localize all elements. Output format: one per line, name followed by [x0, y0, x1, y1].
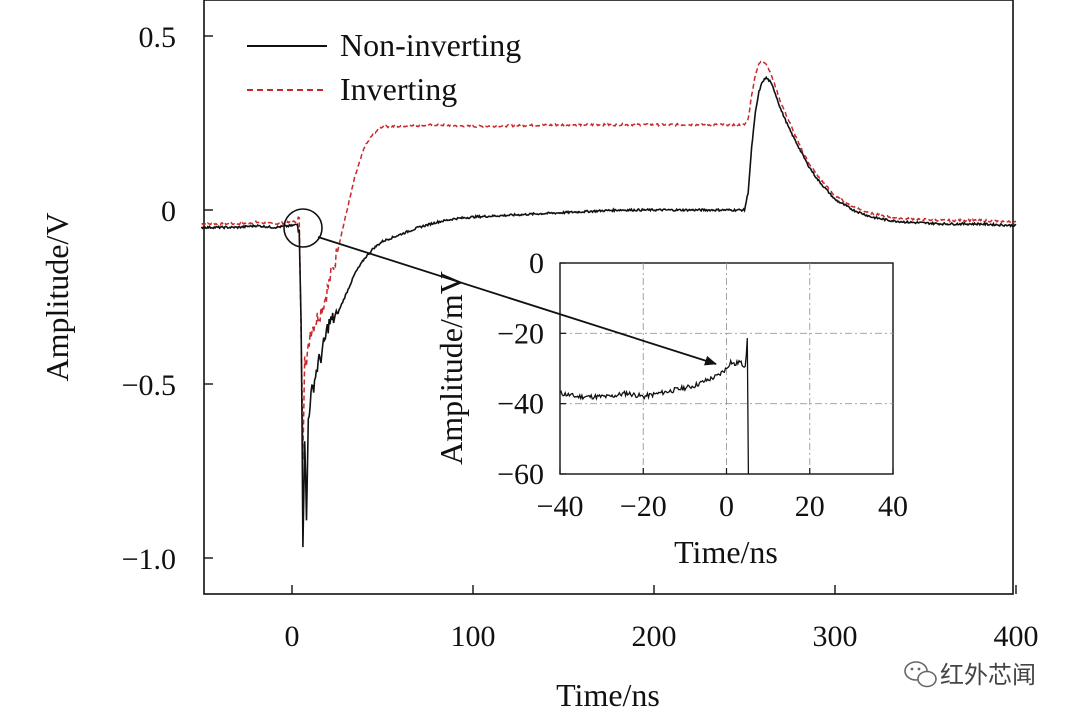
- zoom-arrow: [317, 236, 717, 366]
- legend: Non-inverting Inverting: [247, 27, 521, 107]
- main-y-tick-label: 0: [161, 195, 176, 228]
- inset-y-tick-label: −60: [497, 458, 544, 491]
- legend-label-inverting: Inverting: [340, 71, 457, 107]
- inset-series-line-non-inverting: [559, 338, 750, 475]
- watermark: 红外芯闻: [904, 661, 1036, 689]
- main-y-tick-label: 0.5: [139, 21, 177, 54]
- main-x-tick-label: 100: [451, 620, 496, 653]
- inset-y-tick-label: −40: [497, 388, 544, 421]
- inset-x-axis-label: Time/ns: [674, 534, 778, 570]
- inset-x-tick-label: 40: [878, 490, 908, 523]
- inset-y-tick-label: 0: [529, 247, 544, 280]
- inset-x-tick-label: −40: [537, 490, 584, 523]
- main-x-tick-label: 300: [813, 620, 858, 653]
- legend-label-non-inverting: Non-inverting: [340, 27, 521, 63]
- main-x-tick-label: 200: [632, 620, 677, 653]
- inset-x-tick-label: 0: [719, 490, 734, 523]
- series-line-non-inverting: [200, 75, 1017, 548]
- zoom-region-circle: [283, 208, 323, 248]
- inset-y-axis-label: Amplitude/mV: [433, 271, 469, 465]
- inset-x-tick-label: 20: [795, 490, 825, 523]
- main-plot-series: [200, 59, 1017, 548]
- main-y-tick-label: −1.0: [122, 543, 176, 576]
- main-y-tick-label: −0.5: [122, 369, 176, 402]
- main-x-tick-label: 400: [994, 620, 1039, 653]
- main-x-tick-label: 0: [285, 620, 300, 653]
- inset-y-tick-label: −20: [497, 317, 544, 350]
- inset-axis-ticks: −40 −20 0 20 400−20−40−60: [497, 247, 908, 523]
- series-line-inverting: [201, 59, 1017, 460]
- wechat-icon: [904, 661, 937, 688]
- main-y-axis-label: Amplitude/V: [39, 213, 75, 382]
- inset-plot-series: [559, 338, 750, 475]
- main-x-axis-label: Time/ns: [556, 677, 660, 713]
- main-plot-frame: [203, 0, 1014, 595]
- inset-x-tick-label: −20: [620, 490, 667, 523]
- watermark-text: 红外芯闻: [940, 661, 1036, 689]
